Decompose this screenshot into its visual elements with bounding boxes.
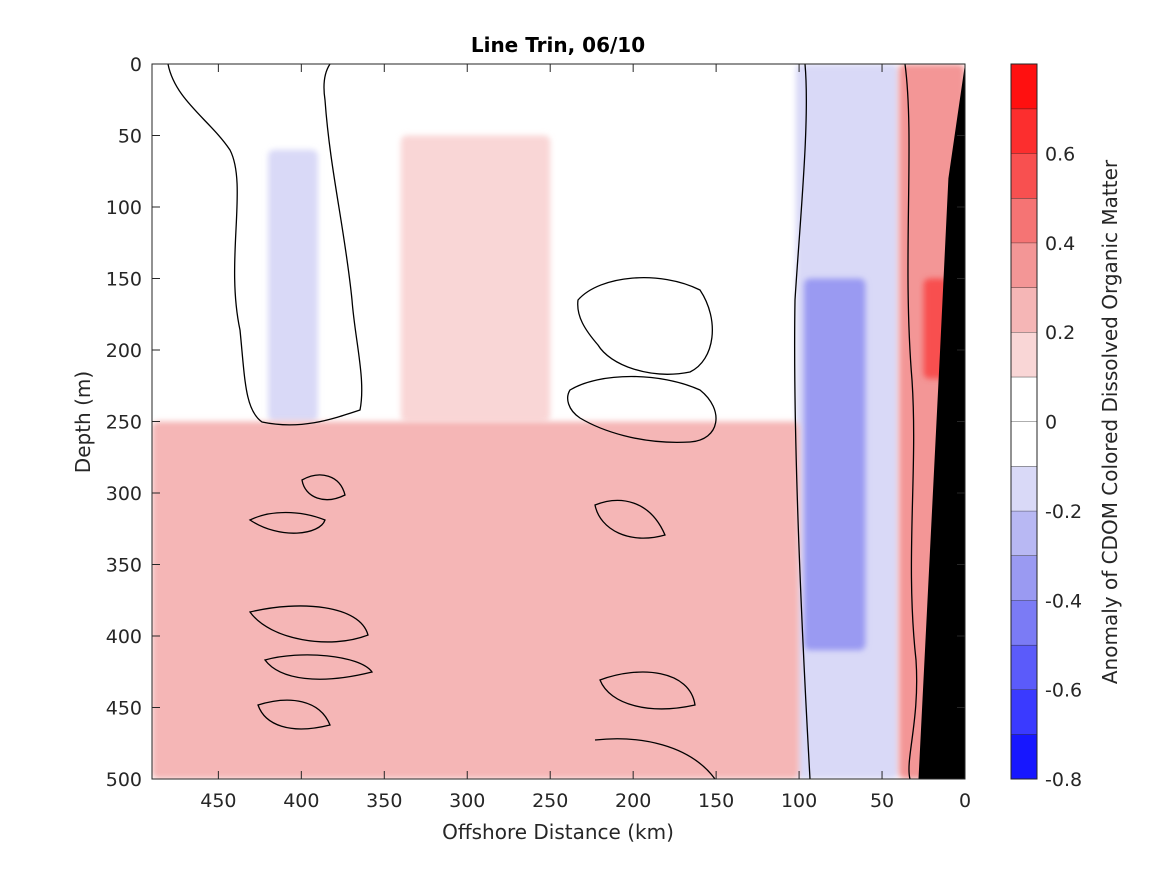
seafloor-land	[918, 64, 965, 779]
contour-line	[167, 64, 363, 426]
y-tick-label: 500	[106, 769, 142, 791]
contour-line	[594, 738, 716, 779]
colorbar-level	[1011, 600, 1037, 645]
x-axis-label: Offshore Distance (km)	[442, 820, 674, 844]
chart-title: Line Trin, 06/10	[471, 33, 645, 57]
x-tick-label: 250	[532, 790, 568, 812]
colorbar-tick-label: 0.6	[1045, 143, 1075, 165]
y-axis-label: Depth (m)	[71, 371, 95, 473]
contour-line	[904, 64, 918, 779]
contour-line	[263, 654, 374, 680]
colorbar-label: Anomaly of CDOM Colored Dissolved Organi…	[1098, 159, 1122, 684]
x-tick-label: 150	[698, 790, 734, 812]
colorbar-tick-label: 0	[1045, 412, 1057, 434]
region-offshore-negative-patch	[268, 149, 318, 422]
x-tick-label: 50	[870, 790, 894, 812]
colorbar-level	[1011, 108, 1037, 154]
y-axis-ticks: 0 50 100 150 200 250 300 350 400 450 500	[106, 54, 965, 791]
colorbar-level	[1011, 734, 1037, 779]
contour-line	[257, 699, 331, 730]
contour-line	[567, 375, 717, 444]
x-tick-label: 350	[366, 790, 402, 812]
contour-line	[301, 474, 346, 501]
colorbar-level	[1011, 242, 1037, 288]
contour-line	[248, 511, 326, 534]
x-tick-label: 300	[449, 790, 485, 812]
x-axis-ticks: 450 400 350 300 250 200 150 100 50 0	[200, 64, 971, 812]
y-tick-label: 450	[106, 698, 142, 720]
region-nearshore-negative-core	[804, 278, 866, 651]
colorbar-ticks: 0.6 0.4 0.2 0 -0.2 -0.4 -0.6 -0.8	[1045, 143, 1082, 791]
x-tick-label: 100	[781, 790, 817, 812]
colorbar-tick-label: 0.2	[1045, 322, 1075, 344]
region-offshore-positive-midwater	[400, 135, 551, 422]
colorbar-level	[1011, 466, 1037, 511]
y-tick-label: 0	[130, 54, 142, 76]
x-tick-label: 200	[615, 790, 651, 812]
colorbar-tick-label: -0.2	[1045, 501, 1082, 523]
colorbar-level	[1011, 376, 1037, 422]
colorbar-frame	[1010, 63, 1038, 780]
y-tick-label: 350	[106, 555, 142, 577]
y-tick-label: 400	[106, 626, 142, 648]
colorbar-tick-label: -0.6	[1045, 680, 1082, 702]
colorbar-level	[1011, 287, 1037, 333]
contour-line	[794, 64, 811, 779]
x-tick-label: 0	[959, 790, 971, 812]
colorbar-level	[1011, 153, 1037, 199]
y-tick-label: 150	[106, 269, 142, 291]
y-tick-label: 300	[106, 483, 142, 505]
colorbar	[1011, 63, 1037, 779]
colorbar-level	[1011, 510, 1037, 556]
colorbar-tick-label: -0.8	[1045, 769, 1082, 791]
y-tick-label: 200	[106, 340, 142, 362]
colorbar-level	[1011, 689, 1037, 735]
y-tick-label: 100	[106, 197, 142, 219]
plot-area	[152, 64, 965, 779]
contour-line	[594, 499, 666, 539]
contour-line	[577, 277, 713, 375]
contour-line	[248, 605, 369, 643]
colorbar-tick-label: 0.4	[1045, 233, 1075, 255]
colorbar-tick-label: -0.4	[1045, 590, 1082, 612]
contour-line	[599, 671, 696, 710]
y-tick-label: 250	[106, 412, 142, 434]
colorbar-level	[1011, 64, 1037, 109]
colorbar-level	[1011, 332, 1037, 377]
x-tick-label: 450	[200, 790, 236, 812]
region-offshore-positive-deep	[152, 421, 800, 779]
colorbar-level	[1011, 555, 1037, 601]
colorbar-level	[1011, 421, 1037, 467]
anomaly-regions	[152, 64, 965, 779]
colorbar-level	[1011, 644, 1037, 690]
y-tick-label: 50	[118, 126, 142, 148]
zero-contours	[167, 64, 918, 779]
colorbar-level	[1011, 198, 1037, 243]
x-tick-label: 400	[283, 790, 319, 812]
